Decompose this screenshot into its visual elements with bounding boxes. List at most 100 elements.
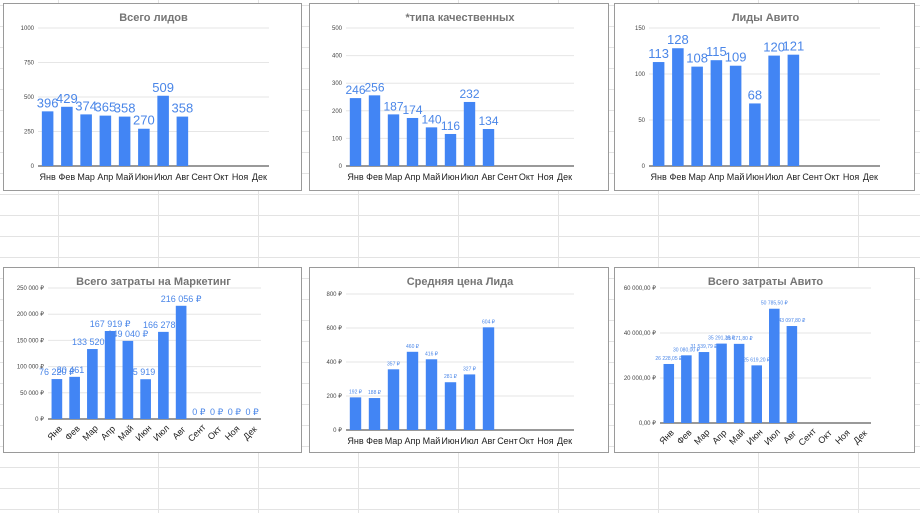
chart-card-avito-costs[interactable]: Всего затраты Авито 0,00 ₽ 20 000,00 ₽ 40 0… <box>614 267 915 453</box>
bar[interactable] <box>463 101 476 166</box>
bar[interactable] <box>138 128 150 166</box>
bar[interactable] <box>786 326 798 423</box>
bar[interactable] <box>751 365 762 423</box>
x-category-label: Июн <box>746 172 764 182</box>
bar[interactable] <box>444 133 457 166</box>
bar[interactable] <box>663 363 675 423</box>
bar[interactable] <box>733 343 745 423</box>
x-category-label: Авг <box>481 172 496 182</box>
data-label: 113 <box>648 46 669 61</box>
x-category-label: Май <box>727 427 747 447</box>
x-category-label: Дек <box>863 172 878 182</box>
data-label: 108 <box>686 51 708 66</box>
bar[interactable] <box>41 111 54 166</box>
bar[interactable] <box>444 382 457 430</box>
bar[interactable] <box>387 114 400 166</box>
bar[interactable] <box>176 116 189 166</box>
x-category-label: Дек <box>851 428 869 446</box>
bar[interactable] <box>681 355 692 423</box>
bar[interactable] <box>122 340 134 419</box>
x-category-label: Июн <box>135 172 153 182</box>
y-tick-label: 600 ₽ <box>327 326 343 332</box>
y-tick-label: 400 <box>332 54 343 60</box>
bar[interactable] <box>349 98 362 166</box>
bar[interactable] <box>87 349 98 419</box>
chart-title: Всего затраты Авито <box>708 276 824 288</box>
chart-card-avg-lead-price[interactable]: Средняя цена Лида 0 ₽ 200 ₽ 400 ₽ 600 ₽ 800 ₽… <box>309 267 609 453</box>
x-category-label: Ноя <box>537 172 554 182</box>
bar[interactable] <box>729 65 742 166</box>
chart-card-avito-leads[interactable]: Лиды Авито 0 50 100 150 113 Янв 128 Фев 108 Мар 115… <box>614 3 915 191</box>
bar[interactable] <box>157 95 169 166</box>
x-category-label: Дек <box>557 436 572 446</box>
bar[interactable] <box>710 60 723 167</box>
data-label: 121 <box>783 39 805 54</box>
x-category-label: Ноя <box>843 172 860 182</box>
y-tick-label: 150 <box>635 26 646 32</box>
x-category-label: Май <box>116 423 136 443</box>
data-label: 270 <box>133 113 155 128</box>
x-category-label: Июл <box>154 172 172 182</box>
x-category-label: Апр <box>405 436 421 446</box>
bar[interactable] <box>716 343 727 423</box>
data-label: 30 080,00 ₽ <box>673 347 701 353</box>
x-category-label: Окт <box>816 428 834 446</box>
bar[interactable] <box>749 103 761 166</box>
y-tick-label: 800 ₽ <box>327 292 343 298</box>
bar[interactable] <box>368 95 381 166</box>
bar[interactable] <box>406 351 419 430</box>
x-category-label: Сент <box>797 426 819 448</box>
y-tick-label: 500 <box>24 95 35 101</box>
chart-title: *типа качественных <box>406 12 516 24</box>
bar[interactable] <box>104 331 116 419</box>
data-label: 116 <box>441 119 460 133</box>
bar[interactable] <box>118 116 131 166</box>
bar[interactable] <box>482 129 495 166</box>
y-tick-label: 0 <box>339 164 343 170</box>
bar[interactable] <box>425 127 438 166</box>
chart-card-marketing-costs[interactable]: Всего затраты на Маркетинг 0 ₽ 50 000 ₽ 100… <box>3 267 302 453</box>
bar[interactable] <box>768 55 780 166</box>
bar[interactable] <box>672 48 684 166</box>
x-category-label: Май <box>727 172 745 182</box>
data-label: 429 <box>56 91 78 106</box>
bar[interactable] <box>368 398 381 430</box>
bar[interactable] <box>69 376 80 419</box>
bar[interactable] <box>349 397 362 430</box>
bar[interactable] <box>482 327 495 430</box>
bar[interactable] <box>652 62 665 166</box>
bar[interactable] <box>387 369 400 430</box>
bar[interactable] <box>158 331 169 419</box>
chart-title: Средняя цена Лида <box>407 276 514 288</box>
bar[interactable] <box>425 359 438 430</box>
chart-card-quality-leads[interactable]: *типа качественных 0 100 200 300 400 500 246 Янв… <box>309 3 609 191</box>
y-tick-label: 250 <box>24 130 35 136</box>
bar[interactable] <box>769 308 780 423</box>
x-category-label: Мар <box>80 423 100 443</box>
data-label: 26 228,05 ₽ <box>655 356 683 362</box>
data-label: 358 <box>172 101 194 116</box>
bar[interactable] <box>51 379 63 419</box>
bar[interactable] <box>99 115 112 166</box>
data-label: 35 291,35 ₽ <box>708 336 736 342</box>
bar[interactable] <box>787 54 800 166</box>
bar[interactable] <box>406 117 419 166</box>
data-label: 166 278 ₽ <box>143 320 184 330</box>
bar[interactable] <box>61 106 73 166</box>
bar[interactable] <box>698 352 710 423</box>
x-category-label: Июн <box>134 423 154 443</box>
bar[interactable] <box>80 114 92 166</box>
x-category-label: Окт <box>824 172 839 182</box>
bar[interactable] <box>175 305 187 419</box>
data-label: 43 097,80 ₽ <box>778 318 806 324</box>
data-label: 0 ₽ <box>228 407 242 417</box>
x-category-label: Авг <box>175 172 190 182</box>
bar[interactable] <box>691 66 703 166</box>
bar[interactable] <box>140 379 151 419</box>
data-label: 0 ₽ <box>192 407 206 417</box>
bar[interactable] <box>463 374 476 430</box>
y-tick-label: 100 000 ₽ <box>17 365 44 371</box>
y-tick-label: 200 000 ₽ <box>17 312 44 318</box>
chart-card-total-leads[interactable]: Всего лидов 0 250 500 750 1000 396 Янв 429 Фев 374… <box>3 3 302 191</box>
chart-svg: Всего лидов 0 250 500 750 1000 396 Янв 429 Фев 374… <box>21 12 269 182</box>
